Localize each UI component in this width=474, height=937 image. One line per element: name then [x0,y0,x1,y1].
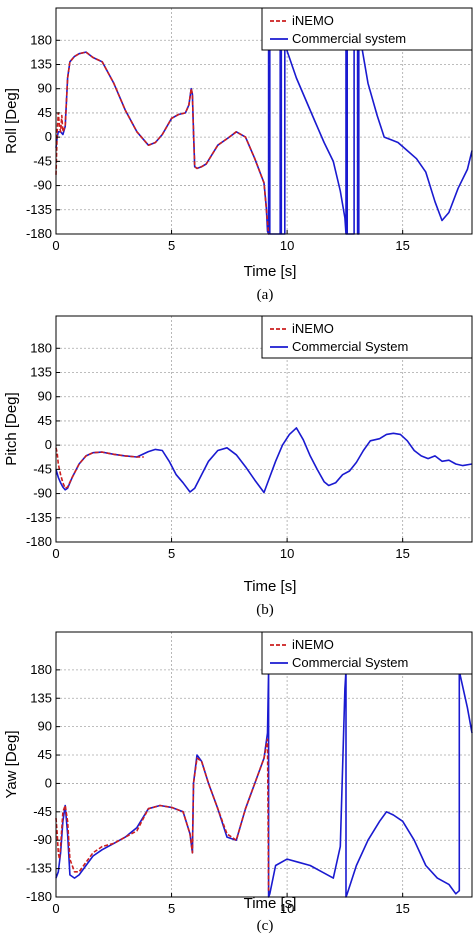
y-axis-label: Yaw [Deg] [3,730,20,798]
y-axis-label: Roll [Deg] [3,88,20,154]
x-axis-label: Time [s] [244,263,297,280]
series-line-inemo [55,447,144,489]
chart-panel-1: 0 5 10 15 -180 -135 -90 -45 0 45 90 135 180 Time [s] R… [3,7,473,303]
x-tick-label: 15 [395,238,409,253]
legend-label-commercial: Commercial System [292,655,408,670]
x-tick-label: 5 [168,238,175,253]
legend: iNEMO Commercial System [261,315,473,359]
y-tick-label: -90 [33,178,52,193]
y-tick-label: 135 [30,57,52,72]
legend: iNEMO Commercial System [261,631,473,675]
panel-caption: (b) [256,602,274,618]
legend-box [261,315,473,359]
legend: iNEMO Commercial system [261,7,473,51]
legend-label-inemo: iNEMO [292,637,334,652]
x-axis-label: Time [s] [244,578,297,595]
legend-label-commercial: Commercial system [292,31,406,46]
y-tick-label: -45 [33,153,52,168]
x-tick-label: 0 [52,546,59,561]
x-tick-label: 10 [280,901,294,916]
y-tick-label: -180 [26,534,52,549]
y-tick-label: 180 [30,340,52,355]
y-tick-label: -90 [33,486,52,501]
series-line-commercial [55,427,473,494]
panel-caption: (c) [257,918,274,934]
legend-label-inemo: iNEMO [292,321,334,336]
x-tick-label: 15 [395,546,409,561]
y-tick-label: -45 [33,804,52,819]
y-tick-label: 180 [30,32,52,47]
y-tick-label: 90 [38,389,52,404]
chart-panel-3: 0 5 10 15 -180 -135 -90 -45 0 45 90 135 180 Time [s] Y… [3,631,473,934]
y-tick-label: 0 [45,129,52,144]
x-tick-label: 0 [52,901,59,916]
y-tick-label: 90 [38,81,52,96]
y-tick-label: 90 [38,719,52,734]
panel-caption: (a) [257,287,274,303]
y-tick-label: -90 [33,832,52,847]
series-line-inemo [55,738,270,891]
x-axis-label: Time [s] [244,895,297,912]
y-tick-label: -180 [26,889,52,904]
x-tick-label: 5 [168,546,175,561]
x-tick-label: 15 [395,901,409,916]
y-tick-label: -135 [26,861,52,876]
legend-box [261,631,473,675]
y-tick-label: 0 [45,437,52,452]
y-tick-label: 45 [38,105,52,120]
x-tick-label: 10 [280,546,294,561]
y-tick-label: 180 [30,662,52,677]
y-tick-label: 135 [30,365,52,380]
y-tick-label: 45 [38,747,52,762]
y-tick-label: 45 [38,413,52,428]
y-axis-label: Pitch [Deg] [3,392,20,465]
chart-panel-2: 0 5 10 15 -180 -135 -90 -45 0 45 90 135 180 Time [s] P… [3,315,473,618]
y-tick-label: -135 [26,202,52,217]
y-tick-label: -135 [26,510,52,525]
y-tick-label: -45 [33,461,52,476]
x-tick-label: 5 [168,901,175,916]
legend-label-inemo: iNEMO [292,13,334,28]
y-tick-label: 135 [30,690,52,705]
y-tick-label: -180 [26,226,52,241]
legend-box [261,7,473,51]
x-tick-label: 10 [280,238,294,253]
legend-label-commercial: Commercial System [292,339,408,354]
series-line-inemo [55,51,270,235]
y-tick-label: 0 [45,775,52,790]
x-tick-label: 0 [52,238,59,253]
